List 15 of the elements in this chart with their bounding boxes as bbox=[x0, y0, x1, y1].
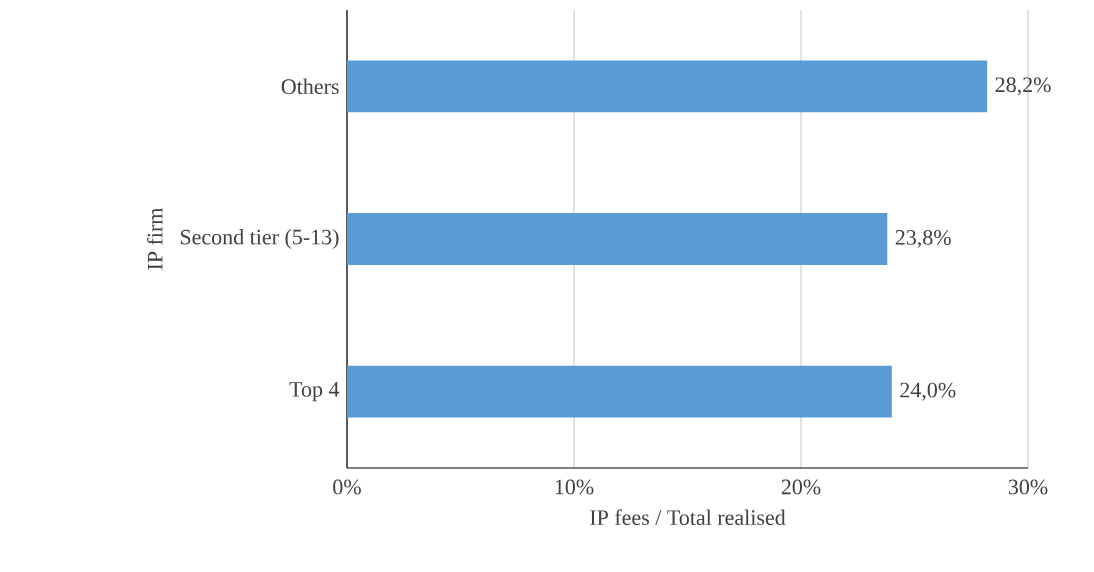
y-tick-label: Others bbox=[281, 78, 339, 95]
x-tick-label: 30% bbox=[1008, 479, 1048, 495]
y-tick-label: Top 4 bbox=[289, 382, 340, 402]
x-tick-label: 0% bbox=[333, 479, 361, 495]
x-tick-label: 10% bbox=[555, 479, 594, 495]
bar bbox=[347, 213, 888, 265]
y-axis-title: IP firm bbox=[146, 207, 163, 270]
x-tick-label: 20% bbox=[781, 479, 821, 495]
data-label: 28,2% bbox=[995, 77, 1051, 96]
data-label: 23,8% bbox=[895, 229, 951, 249]
bar bbox=[347, 365, 892, 418]
data-label: 24,0% bbox=[900, 382, 956, 401]
y-tick-label: Second tier (5-13) bbox=[180, 229, 339, 249]
x-axis-title: IP fees / Total realised bbox=[590, 509, 786, 526]
bar bbox=[347, 60, 988, 113]
